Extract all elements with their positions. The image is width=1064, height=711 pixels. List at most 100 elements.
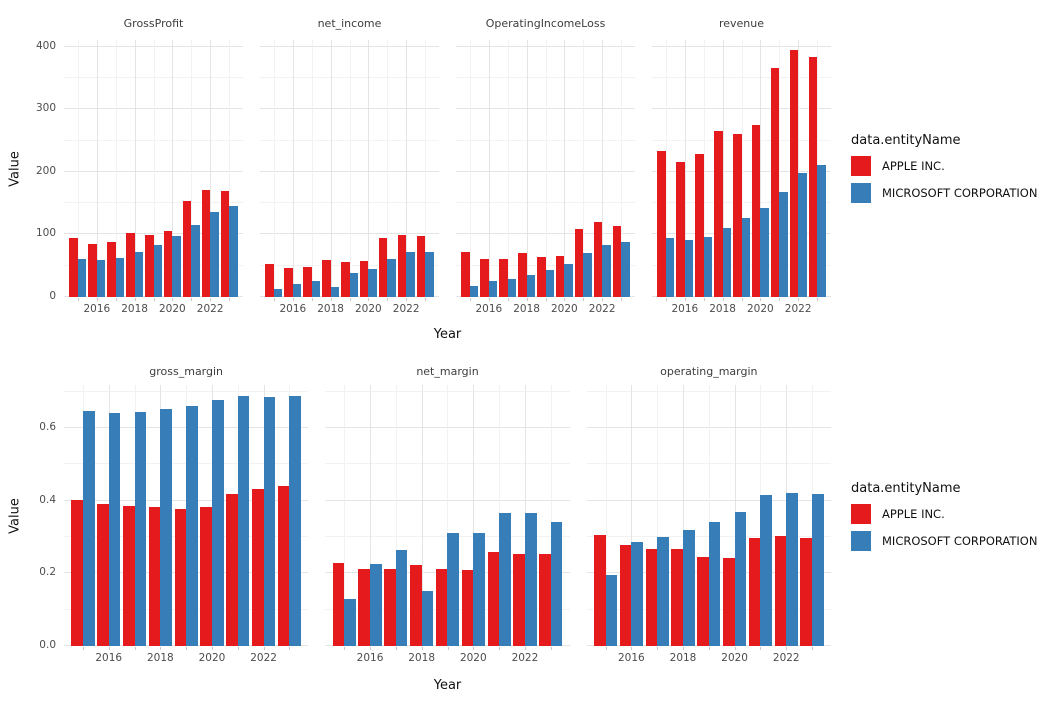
legend-top: data.entityName APPLE INC. MICROSOFT COR…	[849, 133, 1059, 210]
x-tick-mark	[812, 647, 814, 650]
bar-microsoft-2022	[263, 397, 276, 646]
v-gridline	[273, 40, 275, 297]
bar-microsoft-2021	[583, 253, 592, 297]
bar-microsoft-2019	[349, 272, 358, 297]
v-gridline	[605, 385, 607, 646]
bar-apple-2017	[107, 241, 116, 297]
x-tick-label: 2022	[250, 652, 277, 664]
microsoft-color-swatch-icon	[851, 531, 871, 551]
bar-microsoft-2019	[447, 532, 460, 646]
bar-apple-2023	[612, 225, 622, 297]
bar-microsoft-2022	[798, 173, 807, 297]
bar-microsoft-2015	[77, 259, 87, 297]
bar-apple-2019	[341, 262, 350, 297]
facet-title-gross_margin: gross_margin	[149, 365, 224, 378]
facet-title-OperatingIncomeLoss: OperatingIncomeLoss	[485, 17, 606, 30]
v-gridline	[657, 385, 659, 646]
bar-microsoft-2017	[395, 550, 408, 646]
x-tick-mark	[108, 647, 110, 650]
legend-entry-apple: APPLE INC.	[849, 156, 1059, 176]
x-tick-mark	[665, 298, 667, 301]
v-gridline	[798, 40, 800, 297]
bar-apple-2016	[88, 244, 97, 297]
facet-panel-OperatingIncomeLoss	[456, 40, 635, 297]
microsoft-color-swatch-icon	[851, 183, 871, 203]
x-tick-mark	[683, 647, 685, 650]
apple-color-swatch-icon	[851, 504, 871, 524]
v-gridline	[349, 40, 351, 297]
x-tick-mark	[703, 298, 705, 301]
bar-microsoft-2023	[289, 395, 302, 646]
x-tick-mark	[708, 647, 710, 650]
x-tick-mark	[545, 298, 547, 301]
x-tick-mark	[370, 647, 372, 650]
bar-apple-2015	[593, 535, 606, 646]
bar-microsoft-2017	[134, 411, 147, 646]
x-tick-label: 2016	[279, 303, 307, 315]
v-gridline	[469, 40, 471, 297]
bar-microsoft-2019	[186, 406, 198, 646]
legend-title: data.entityName	[851, 133, 961, 148]
bar-apple-2018	[126, 233, 135, 297]
v-gridline	[564, 40, 566, 297]
x-tick-mark	[210, 298, 212, 301]
bar-microsoft-2017	[115, 258, 125, 297]
x-tick-label: 2020	[747, 303, 774, 315]
bar-apple-2020	[723, 558, 735, 646]
x-tick-mark	[211, 647, 213, 650]
bar-microsoft-2020	[734, 511, 747, 646]
x-tick-mark	[526, 298, 528, 301]
bar-microsoft-2019	[741, 218, 750, 297]
x-tick-mark	[488, 298, 490, 301]
bar-microsoft-2016	[684, 239, 694, 297]
x-tick-mark	[760, 647, 762, 650]
bar-apple-2018	[148, 506, 161, 646]
bar-microsoft-2017	[703, 236, 713, 297]
legend-label-microsoft: MICROSOFT CORPORATION	[882, 534, 1038, 548]
x-tick-label: 2016	[83, 303, 111, 315]
legend-bottom: data.entityName APPLE INC. MICROSOFT COR…	[849, 481, 1059, 558]
bar-apple-2023	[539, 554, 551, 646]
v-gridline	[507, 40, 509, 297]
bar-microsoft-2021	[191, 224, 200, 297]
y-tick-label: 0.6	[39, 420, 56, 433]
apple-color-swatch-icon	[851, 156, 871, 176]
bar-apple-2017	[122, 506, 135, 646]
bar-microsoft-2018	[421, 591, 434, 646]
v-gridline	[760, 40, 762, 297]
v-gridline	[210, 40, 212, 297]
bar-microsoft-2016	[108, 413, 121, 646]
facet-panel-GrossProfit	[64, 40, 243, 297]
bar-apple-2018	[410, 564, 422, 646]
bar-apple-2015	[332, 563, 345, 646]
facet-panel-net_income	[260, 40, 439, 297]
x-tick-mark	[349, 298, 351, 301]
v-gridline	[684, 40, 686, 297]
x-tick-mark	[741, 298, 743, 301]
bar-apple-2016	[619, 544, 632, 646]
v-gridline	[447, 385, 449, 646]
v-gridline	[191, 40, 193, 297]
bar-apple-2015	[71, 500, 83, 646]
v-gridline	[602, 40, 604, 297]
x-tick-mark	[469, 298, 471, 301]
bar-apple-2019	[435, 568, 448, 646]
bar-apple-2015	[461, 252, 470, 297]
x-tick-mark	[499, 647, 501, 650]
bar-microsoft-2018	[683, 530, 695, 646]
x-tick-mark	[330, 298, 332, 301]
x-tick-label: 2020	[198, 652, 226, 664]
facet-title-revenue: revenue	[718, 17, 765, 30]
bar-microsoft-2023	[812, 494, 824, 646]
x-tick-label: 2018	[146, 652, 174, 664]
bar-microsoft-2015	[665, 238, 675, 297]
v-gridline	[311, 40, 313, 297]
v-gridline	[330, 40, 332, 297]
bar-microsoft-2020	[368, 269, 377, 297]
facet-panel-operating_margin	[586, 385, 831, 646]
x-tick-mark	[406, 298, 408, 301]
bar-apple-2017	[645, 548, 658, 646]
x-tick-mark	[134, 298, 136, 301]
bar-microsoft-2020	[172, 236, 181, 297]
v-gridline	[96, 40, 98, 297]
